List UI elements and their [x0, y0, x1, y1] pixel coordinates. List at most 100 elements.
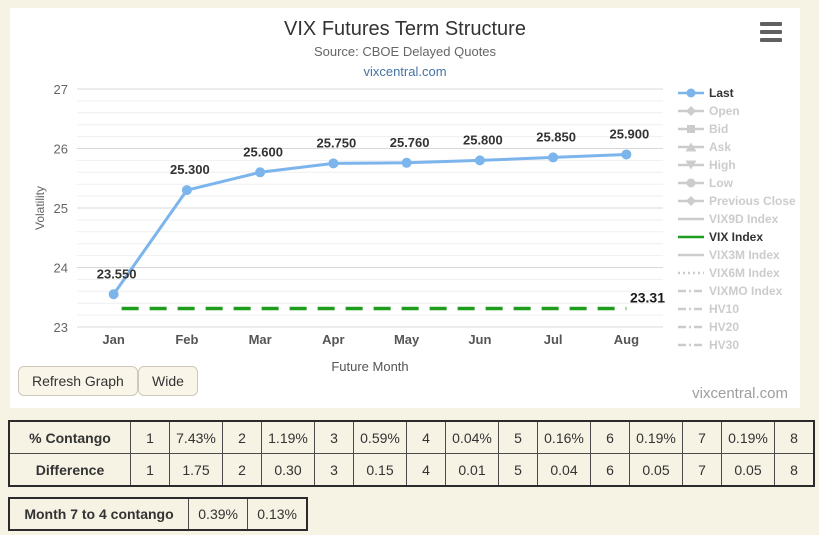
data-point-label: 25.850 — [536, 129, 576, 144]
data-point-feb[interactable] — [181, 185, 192, 196]
legend-label: HV30 — [709, 338, 740, 352]
legend-label: Ask — [709, 140, 732, 154]
month-number-cell: 3 — [314, 453, 354, 487]
value-cell: 0.16% — [537, 420, 591, 454]
chart-legend: Last Open Bid Ask High Low Previous Close VIX9D… — [678, 84, 800, 354]
data-point-may[interactable] — [401, 157, 412, 168]
term-structure-chart: 23 24 25 26 27 Jan Feb Mar Apr May Jun Jul Aug Future… — [33, 82, 665, 374]
data-point-jan[interactable] — [108, 289, 119, 300]
line-dashdot-icon — [678, 289, 704, 293]
data-point-label: 25.750 — [316, 135, 356, 150]
legend-label: High — [709, 158, 736, 172]
month-number-cell: 5 — [498, 420, 538, 454]
legend-item-hv20[interactable]: HV20 — [678, 318, 800, 336]
hamburger-bar — [760, 30, 782, 34]
legend-item-ask[interactable]: Ask — [678, 138, 800, 156]
x-axis-tick-label: Jul — [544, 332, 563, 347]
table-row: Difference 1 1.75 2 0.30 3 0.15 4 0.01 5 0.04 6 0.05… — [8, 453, 815, 487]
y-axis-tick-label: 23 — [54, 320, 68, 335]
hamburger-bar — [760, 22, 782, 26]
watermark: vixcentral.com — [692, 385, 788, 402]
month-number-cell: 4 — [406, 420, 446, 454]
data-point-jun[interactable] — [474, 155, 485, 166]
x-axis-title: Future Month — [331, 359, 408, 374]
data-point-mar[interactable] — [255, 167, 266, 178]
month-number-cell: 2 — [222, 453, 262, 487]
month-number-cell: 7 — [682, 453, 722, 487]
month-contango-table: Month 7 to 4 contango 0.39% 0.13% — [8, 497, 308, 531]
legend-label: VIX9D Index — [709, 212, 779, 226]
legend-label: HV10 — [709, 302, 740, 316]
value-cell: 0.19% — [629, 420, 683, 454]
month-number-cell: 1 — [130, 453, 170, 487]
legend-item-vix9d-index[interactable]: VIX9D Index — [678, 210, 800, 228]
data-point-label: 25.300 — [170, 162, 210, 177]
refresh-graph-button[interactable]: Refresh Graph — [18, 366, 138, 396]
line-icon — [678, 253, 704, 257]
x-axis-tick-label: Mar — [249, 332, 272, 347]
value-cell: 0.04% — [445, 420, 499, 454]
value-cell: 0.05 — [629, 453, 683, 487]
line-dotted-icon — [678, 271, 704, 275]
hamburger-bar — [760, 38, 782, 42]
x-axis-tick-label: Feb — [175, 332, 198, 347]
legend-item-vixmo-index[interactable]: VIXMO Index — [678, 282, 800, 300]
hamburger-menu-icon[interactable] — [758, 20, 784, 44]
vixcentral-link[interactable]: vixcentral.com — [363, 64, 447, 79]
legend-item-last[interactable]: Last — [678, 84, 800, 102]
legend-item-vix6m-index[interactable]: VIX6M Index — [678, 264, 800, 282]
legend-label: Open — [709, 104, 740, 118]
wide-button[interactable]: Wide — [138, 366, 198, 396]
legend-label: VIX Index — [709, 230, 764, 244]
month-number-cell: 8 — [774, 420, 815, 454]
row-label: Difference — [8, 453, 131, 487]
value-cell: 0.01 — [445, 453, 499, 487]
value-cell: 0.19% — [721, 420, 775, 454]
legend-label: Low — [709, 176, 733, 190]
chart-title: VIX Futures Term Structure — [284, 18, 526, 40]
month-number-cell: 6 — [590, 420, 630, 454]
line-dashdot-icon — [678, 325, 704, 329]
data-point-label: 23.550 — [97, 266, 137, 281]
chart-panel: 23 24 25 26 27 Jan Feb Mar Apr May Jun Jul Aug Future… — [10, 8, 800, 408]
legend-item-low[interactable]: Low — [678, 174, 800, 192]
legend-item-hv10[interactable]: HV10 — [678, 300, 800, 318]
line-dashdot-icon — [678, 343, 704, 347]
legend-item-vix3m-index[interactable]: VIX3M Index — [678, 246, 800, 264]
line-triangle-down-icon — [678, 160, 704, 170]
legend-label: Bid — [709, 122, 729, 136]
x-axis-tick-label: Jan — [102, 332, 124, 347]
line-square-icon — [678, 125, 704, 133]
value-cell: 0.04 — [537, 453, 591, 487]
month-number-cell: 5 — [498, 453, 538, 487]
value-cell: 1.75 — [169, 453, 223, 487]
line-icon — [678, 217, 704, 221]
data-point-label: 25.600 — [243, 144, 283, 159]
value-cell: 0.05 — [721, 453, 775, 487]
value-cell: 0.59% — [353, 420, 407, 454]
legend-item-bid[interactable]: Bid — [678, 120, 800, 138]
month-number-cell: 6 — [590, 453, 630, 487]
data-point-label: 25.800 — [463, 132, 503, 147]
month-number-cell: 7 — [682, 420, 722, 454]
month-number-cell: 8 — [774, 453, 815, 487]
table-row: % Contango 1 7.43% 2 1.19% 3 0.59% 4 0.04% 5 0.16%… — [8, 420, 815, 454]
legend-item-open[interactable]: Open — [678, 102, 800, 120]
legend-item-previous-close[interactable]: Previous Close — [678, 192, 800, 210]
y-axis-tick-label: 27 — [54, 82, 68, 97]
legend-item-high[interactable]: High — [678, 156, 800, 174]
legend-label: Last — [709, 86, 734, 100]
month-number-cell: 2 — [222, 420, 262, 454]
table-row: Month 7 to 4 contango 0.39% 0.13% — [8, 497, 308, 531]
value-cell: 0.15 — [353, 453, 407, 487]
data-point-aug[interactable] — [621, 149, 632, 160]
value-cell: 0.13% — [247, 497, 308, 531]
line-triangle-icon — [678, 142, 704, 152]
legend-item-hv30[interactable]: HV30 — [678, 336, 800, 354]
month-number-cell: 1 — [130, 420, 170, 454]
legend-item-vix-index[interactable]: VIX Index — [678, 228, 800, 246]
x-axis-tick-label: Jun — [468, 332, 491, 347]
data-point-jul[interactable] — [548, 152, 559, 163]
data-point-apr[interactable] — [328, 158, 339, 169]
line-dashdot-icon — [678, 307, 704, 311]
